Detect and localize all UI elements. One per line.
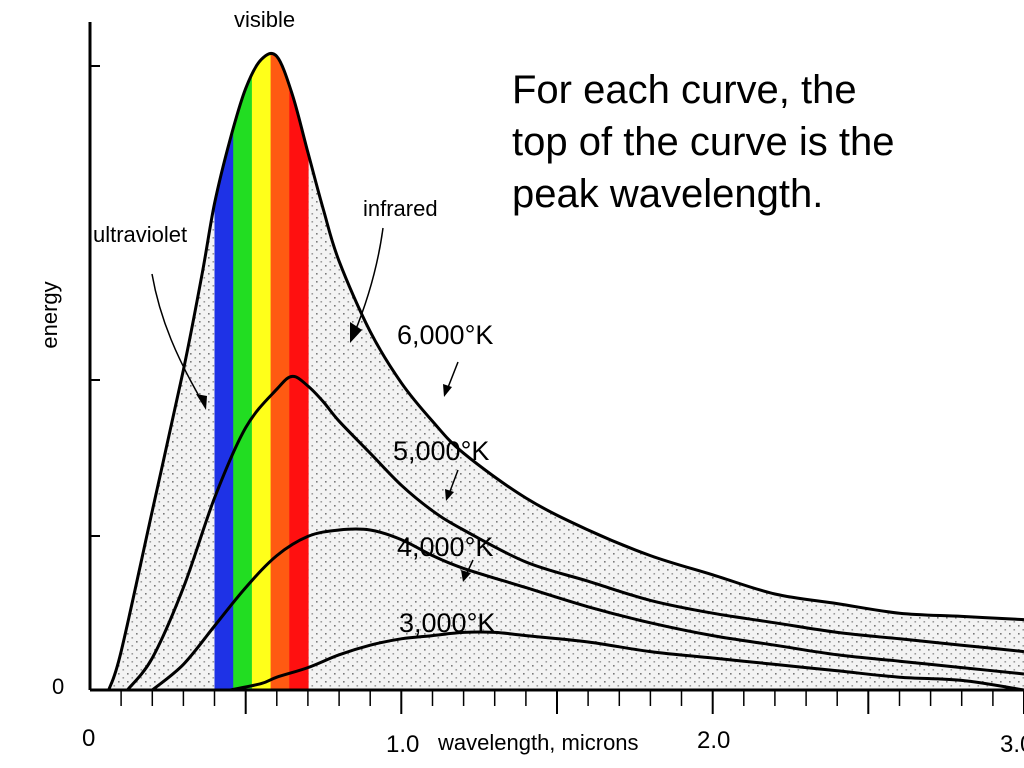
infrared-label: infrared [363,196,438,221]
curves [107,51,1024,692]
x-tick-label-2: 2.0 [697,727,730,754]
visible-spectrum-band [214,53,309,690]
visible-band-stripe [214,53,234,690]
visible-band-stripe [233,53,253,690]
pointer-6000k-head [443,384,452,397]
visible-band-stripe [251,53,272,690]
series-line-3 [229,630,1024,692]
note-line-1: For each curve, the [512,68,857,112]
x-axis-label: wavelength, microns [437,730,639,755]
ultraviolet-arrowhead [196,394,207,410]
series-line-0 [107,51,1024,691]
y-zero-label: 0 [52,674,64,699]
visible-band-stripe [289,53,309,690]
series-label-3000k: 3,000°K [399,608,495,638]
series-label-4000k: 4,000°K [397,532,493,562]
pointer-5000k [448,469,459,495]
x-tick-label-1: 1.0 [386,731,419,758]
pointer-5000k-head [445,489,454,501]
ultraviolet-label: ultraviolet [93,222,187,247]
x-minor-ticks [120,690,1024,714]
pointer-6000k [446,361,459,391]
y-axis-label: energy [37,281,62,348]
pointer-4000k-head [461,570,471,582]
series-label-6000k: 6,000°K [397,320,493,350]
x-tick-label-0: 0 [82,725,95,752]
infrared-arrow [353,227,384,335]
ultraviolet-arrow [151,273,204,404]
visible-band-stripe [270,53,290,690]
series-label-5000k: 5,000°K [393,436,489,466]
series-line-2 [151,527,1024,692]
note-line-2: top of the curve is the [512,120,895,164]
note-line-3: peak wavelength. [512,172,824,216]
visible-label: visible [234,7,295,32]
series-line-1 [126,374,1024,691]
x-tick-label-3: 3.0 [1000,731,1024,758]
peak-wavelength-note: For each curve, the top of the curve is … [512,64,1012,220]
infrared-arrowhead [350,322,362,343]
